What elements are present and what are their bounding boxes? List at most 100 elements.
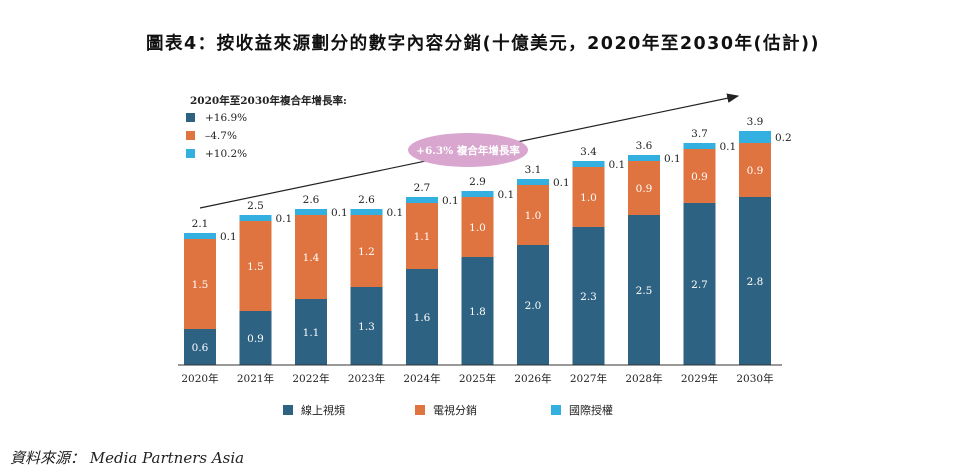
bar-segment (683, 203, 716, 365)
bar-segment (184, 233, 216, 239)
bar-segment (461, 257, 494, 365)
data-label: 0.1 (720, 141, 737, 153)
bar-segment (683, 149, 716, 203)
cagr-legend-title: 2020年至2030年複合年增長率: (190, 94, 347, 107)
data-label: 0.9 (691, 171, 708, 183)
bar-segment (739, 131, 771, 143)
data-label: 2.5 (636, 285, 653, 297)
bar-segment (517, 179, 549, 185)
total-label: 2.5 (247, 200, 264, 212)
data-label: 1.0 (525, 210, 542, 222)
data-label: 1.0 (580, 192, 597, 204)
legend-tv-distribution: 電視分銷 (433, 403, 477, 417)
data-label: 1.4 (303, 252, 320, 264)
data-label: 0.1 (442, 195, 459, 207)
data-label: 0.2 (775, 132, 792, 144)
data-label: 0.1 (498, 189, 515, 201)
cagr-legend-swatch-online (186, 113, 195, 122)
chart-title: 圖表4：按收益來源劃分的數字內容分銷(十億美元，2020年至2030年(估計)) (145, 34, 821, 54)
cagr-legend-swatch-tv (186, 131, 195, 140)
data-label: 1.1 (303, 327, 320, 339)
bar-segment (683, 143, 716, 149)
bar-segment (628, 161, 660, 215)
x-tick-label: 2027年 (570, 372, 607, 385)
x-tick-label: 2029年 (681, 372, 718, 385)
bars-group: 0.6 1.5 0.1 2.1 0.9 1.5 0.1 2.5 1.1 1.4 0.1 2.6 1.3 1… (184, 116, 792, 365)
bar-segment (461, 197, 494, 257)
x-tick-label: 2026年 (514, 372, 551, 385)
data-label: 0.9 (636, 183, 653, 195)
cagr-legend-swatch-intl (186, 149, 195, 158)
data-label: 1.3 (358, 321, 375, 333)
bar-segment (572, 161, 605, 167)
data-label: 0.1 (331, 207, 348, 219)
cagr-bubble-label: +6.3% 複合年增長率 (416, 144, 520, 157)
cagr-legend-intl: +10.2% (205, 148, 247, 160)
x-tick-label: 2028年 (625, 372, 662, 385)
bar-segment (628, 215, 660, 365)
data-label: 0.1 (387, 207, 404, 219)
bar-segment (461, 191, 494, 197)
total-label: 3.4 (580, 146, 597, 158)
data-label: 0.1 (276, 213, 293, 225)
bar-segment (406, 197, 438, 203)
bar-segment (239, 221, 272, 311)
x-tick-label: 2024年 (403, 372, 440, 385)
data-label: 1.2 (358, 246, 375, 258)
data-label: 1.6 (414, 312, 431, 324)
data-label: 0.1 (220, 231, 237, 243)
data-label: 2.7 (691, 279, 708, 291)
x-tick-label: 2020年 (181, 372, 218, 385)
bar-segment (739, 143, 771, 197)
data-label: 0.1 (609, 159, 626, 171)
bar-segment (239, 311, 272, 365)
bar-segment (295, 209, 327, 215)
bar-segment (517, 245, 549, 365)
data-label: 2.3 (580, 291, 597, 303)
x-tick-label: 2022年 (292, 372, 329, 385)
data-label: 2.8 (747, 276, 764, 288)
data-label: 2.0 (525, 300, 542, 312)
source-note: 資料來源： Media Partners Asia (10, 449, 245, 467)
cagr-legend-tv: –4.7% (205, 130, 237, 142)
legend-online-video: 線上視頻 (301, 403, 345, 417)
total-label: 3.6 (636, 140, 653, 152)
bar-segment (406, 269, 438, 365)
total-label: 3.1 (525, 164, 542, 176)
bar-segment (350, 287, 383, 365)
data-label: 1.0 (469, 222, 486, 234)
total-label: 2.7 (414, 182, 431, 194)
bar-segment (184, 329, 216, 365)
total-label: 3.9 (747, 116, 764, 128)
x-tick-label: 2025年 (459, 372, 496, 385)
bar-segment (350, 215, 383, 287)
bar-segment (572, 167, 605, 227)
data-label: 1.5 (247, 261, 264, 273)
x-tick-label: 2021年 (237, 372, 274, 385)
bar-segment (295, 299, 327, 365)
bar-segment (406, 203, 438, 269)
total-label: 2.1 (192, 218, 209, 230)
x-tick-labels: 2020年 2021年 2022年 2023年 2024年 2025年 2026年 2027年… (181, 372, 773, 385)
total-label: 2.6 (358, 194, 375, 206)
bar-segment (184, 239, 216, 329)
bar-segment (572, 227, 605, 365)
data-label: 0.9 (247, 333, 264, 345)
data-label: 0.6 (192, 342, 209, 354)
legend-intl-licensing: 國際授權 (569, 403, 613, 417)
legend-swatch-tv-distribution (415, 405, 425, 415)
data-label: 1.8 (469, 306, 486, 318)
bar-segment (739, 197, 771, 365)
legend-swatch-intl-licensing (551, 405, 561, 415)
cagr-legend-online: +16.9% (205, 112, 247, 124)
legend-swatch-online-video (283, 405, 293, 415)
total-label: 3.7 (691, 128, 708, 140)
cagr-bubble (408, 133, 528, 167)
x-tick-label: 2030年 (736, 372, 773, 385)
bar-segment (239, 215, 272, 221)
bar-segment (295, 215, 327, 299)
bar-segment (628, 155, 660, 161)
data-label: 0.1 (664, 153, 681, 165)
total-label: 2.9 (469, 176, 486, 188)
